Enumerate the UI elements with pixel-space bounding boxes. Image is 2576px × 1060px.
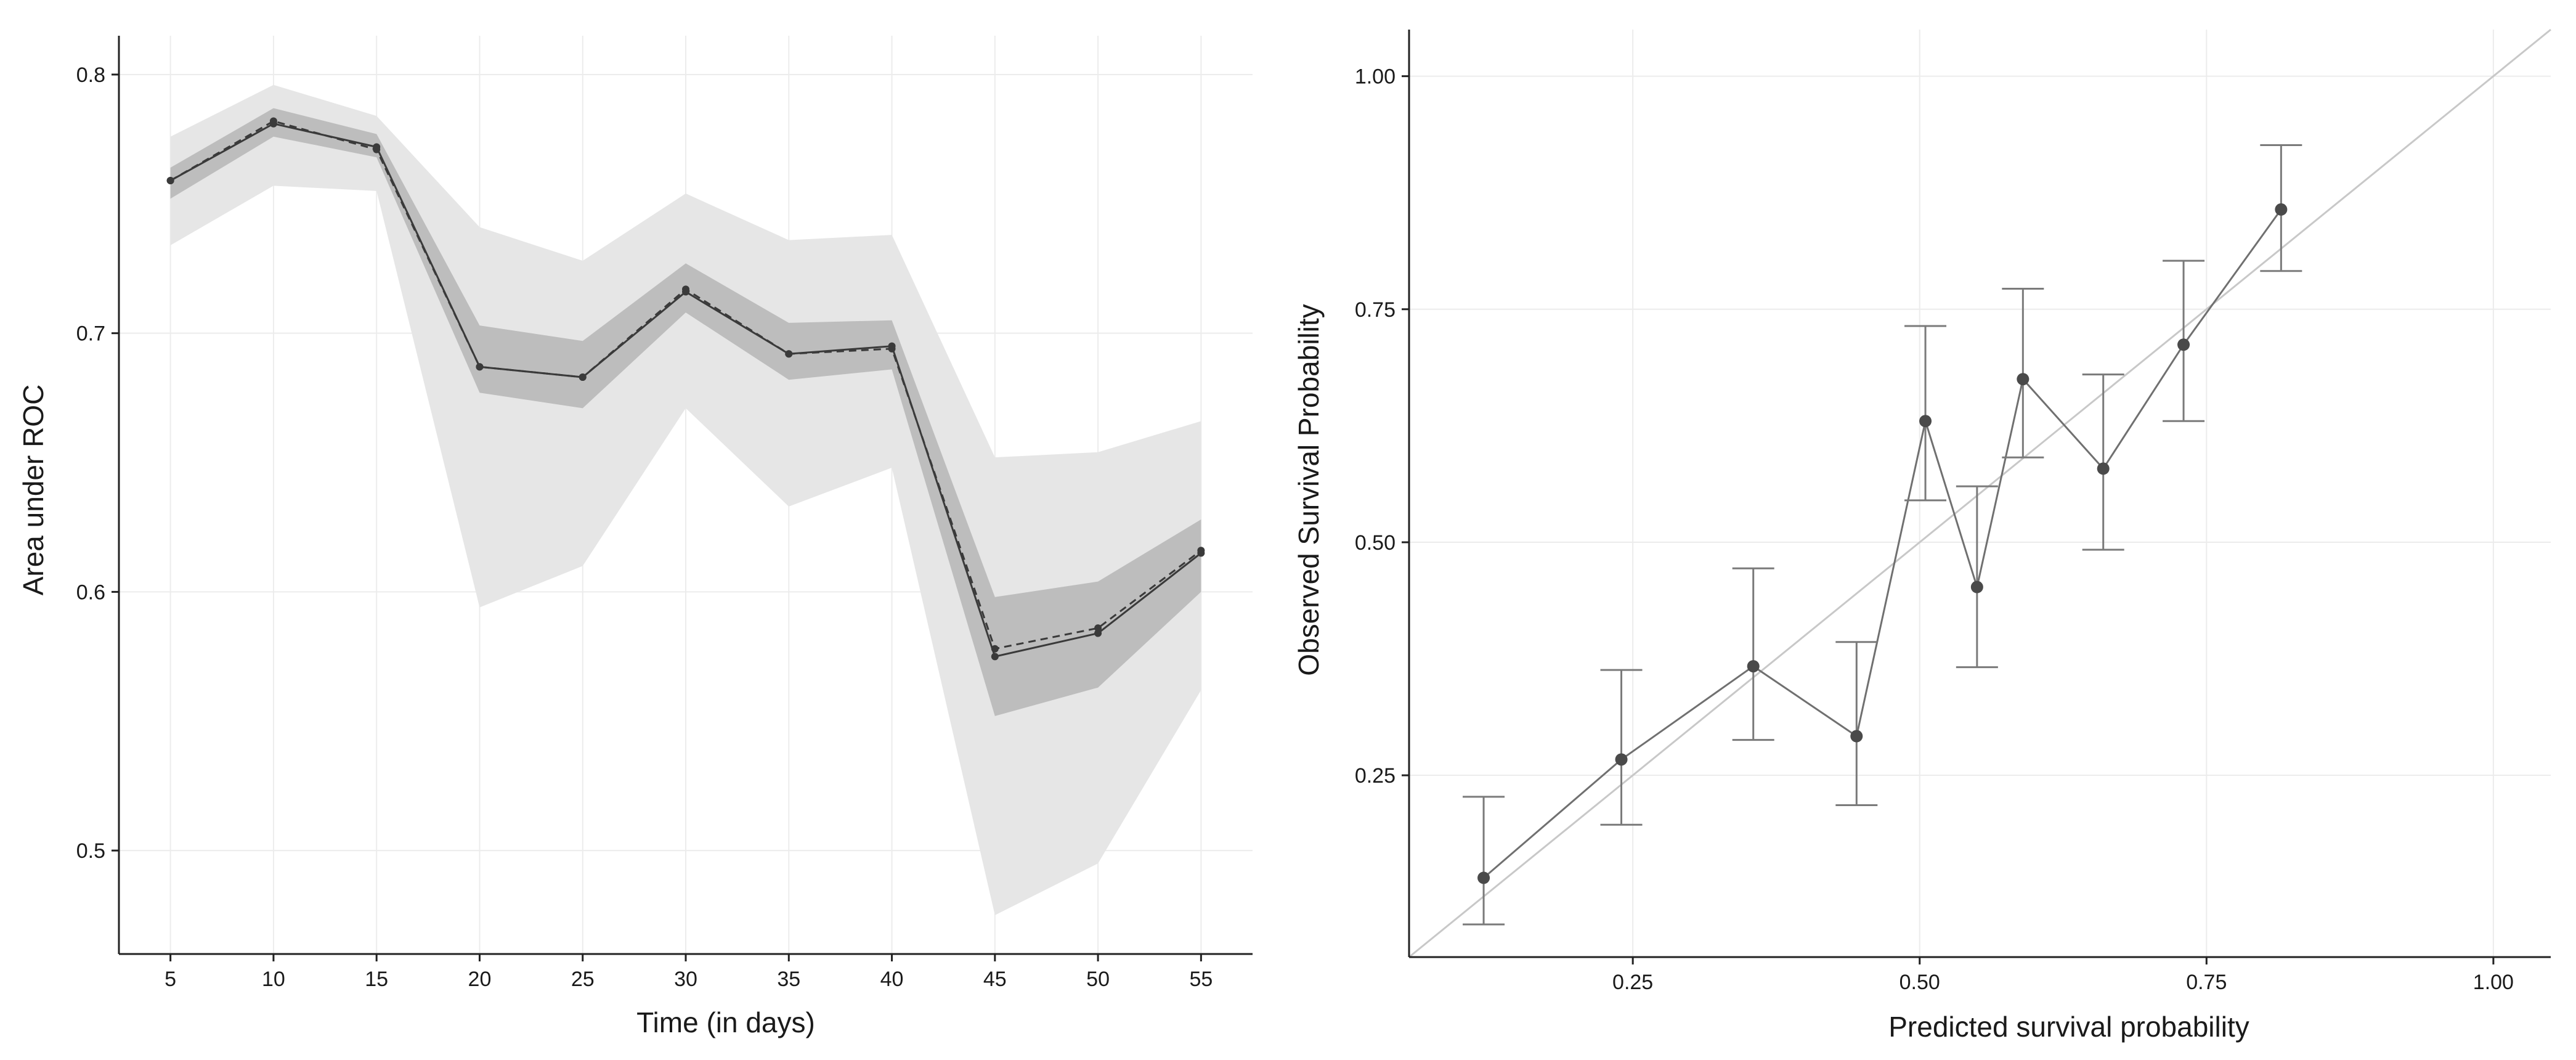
x-tick-label-7: 40 (880, 968, 904, 991)
y-tick-label-3: 0.8 (76, 63, 105, 87)
point-dashed-3 (476, 363, 484, 371)
y-tick-label-2: 0.7 (76, 322, 105, 346)
right-axes (1408, 30, 2551, 958)
x-tick-label-0: 0.25 (1612, 971, 1653, 994)
y-tick-label-2: 0.75 (1355, 298, 1396, 322)
point-solid-8 (991, 653, 999, 661)
point-dashed-0 (166, 177, 174, 185)
calibration-point-5 (1970, 581, 1983, 593)
x-tick-label-1: 10 (262, 968, 285, 991)
right-grid (1409, 30, 2551, 957)
calibration-line (1483, 209, 2282, 879)
x-tick-label-6: 35 (777, 968, 800, 991)
x-tick-label-10: 55 (1189, 968, 1213, 991)
calibration-point-1 (1615, 753, 1628, 766)
x-tick-label-9: 50 (1086, 968, 1110, 991)
point-dashed-7 (888, 344, 896, 353)
point-dashed-1 (269, 117, 277, 125)
calibration-point-2 (1747, 660, 1760, 673)
calibration-point-9 (2275, 203, 2288, 216)
point-solid-9 (1094, 629, 1102, 637)
x-tick-label-1: 0.50 (1899, 971, 1940, 994)
point-dashed-6 (785, 350, 793, 358)
point-dashed-9 (1094, 624, 1102, 632)
calibration-point-4 (1919, 415, 1932, 428)
x-tick-label-3: 1.00 (2473, 971, 2514, 994)
right-ticks: 0.25 0.50 0.75 1.00 0.25 0.50 0.75 1.00 (1355, 65, 2514, 994)
left-ticks: 5 10 15 20 25 30 35 40 45 50 55 0.5 0.6 0.7 0.8 (76, 63, 1213, 991)
calibration-point-0 (1477, 871, 1490, 884)
point-dashed-8 (991, 645, 999, 653)
y-tick-label-0: 0.25 (1355, 764, 1396, 788)
left-y-axis-title: Area under ROC (17, 385, 49, 596)
calibration-point-7 (2097, 462, 2110, 475)
right-x-axis-title: Predicted survival probability (1888, 1011, 2249, 1043)
x-tick-label-3: 20 (468, 968, 492, 991)
calibration-point-3 (1850, 730, 1863, 743)
calibration-point-8 (2177, 338, 2190, 351)
point-dashed-10 (1197, 547, 1205, 555)
y-tick-label-0: 0.5 (76, 839, 105, 863)
left-x-axis-title: Time (in days) (636, 1006, 815, 1038)
x-tick-label-8: 45 (983, 968, 1007, 991)
x-tick-label-4: 25 (571, 968, 595, 991)
point-dashed-2 (373, 145, 381, 153)
auc-over-time-chart: 5 10 15 20 25 30 35 40 45 50 55 0.5 0.6 0.7 0.8 Time (… (17, 36, 1253, 1038)
right-y-axis-title: Observed Survival Probability (1293, 304, 1325, 675)
point-dashed-5 (682, 285, 689, 293)
identity-line (1408, 28, 2551, 958)
y-tick-label-1: 0.6 (76, 581, 105, 604)
x-tick-label-5: 30 (674, 968, 697, 991)
right-series (1463, 144, 2302, 926)
point-dashed-4 (579, 373, 587, 381)
right-reference-line (1408, 28, 2551, 958)
y-tick-label-1: 0.50 (1355, 531, 1396, 555)
calibration-point-6 (2017, 373, 2030, 386)
calibration-chart: 0.25 0.50 0.75 1.00 0.25 0.50 0.75 1.00 Predict… (1293, 28, 2551, 1043)
x-tick-label-2: 15 (365, 968, 388, 991)
x-tick-label-0: 5 (165, 968, 176, 991)
band-outer (170, 84, 1201, 916)
y-tick-label-3: 1.00 (1355, 65, 1396, 89)
x-tick-label-2: 0.75 (2186, 971, 2227, 994)
left-series (166, 117, 1205, 661)
